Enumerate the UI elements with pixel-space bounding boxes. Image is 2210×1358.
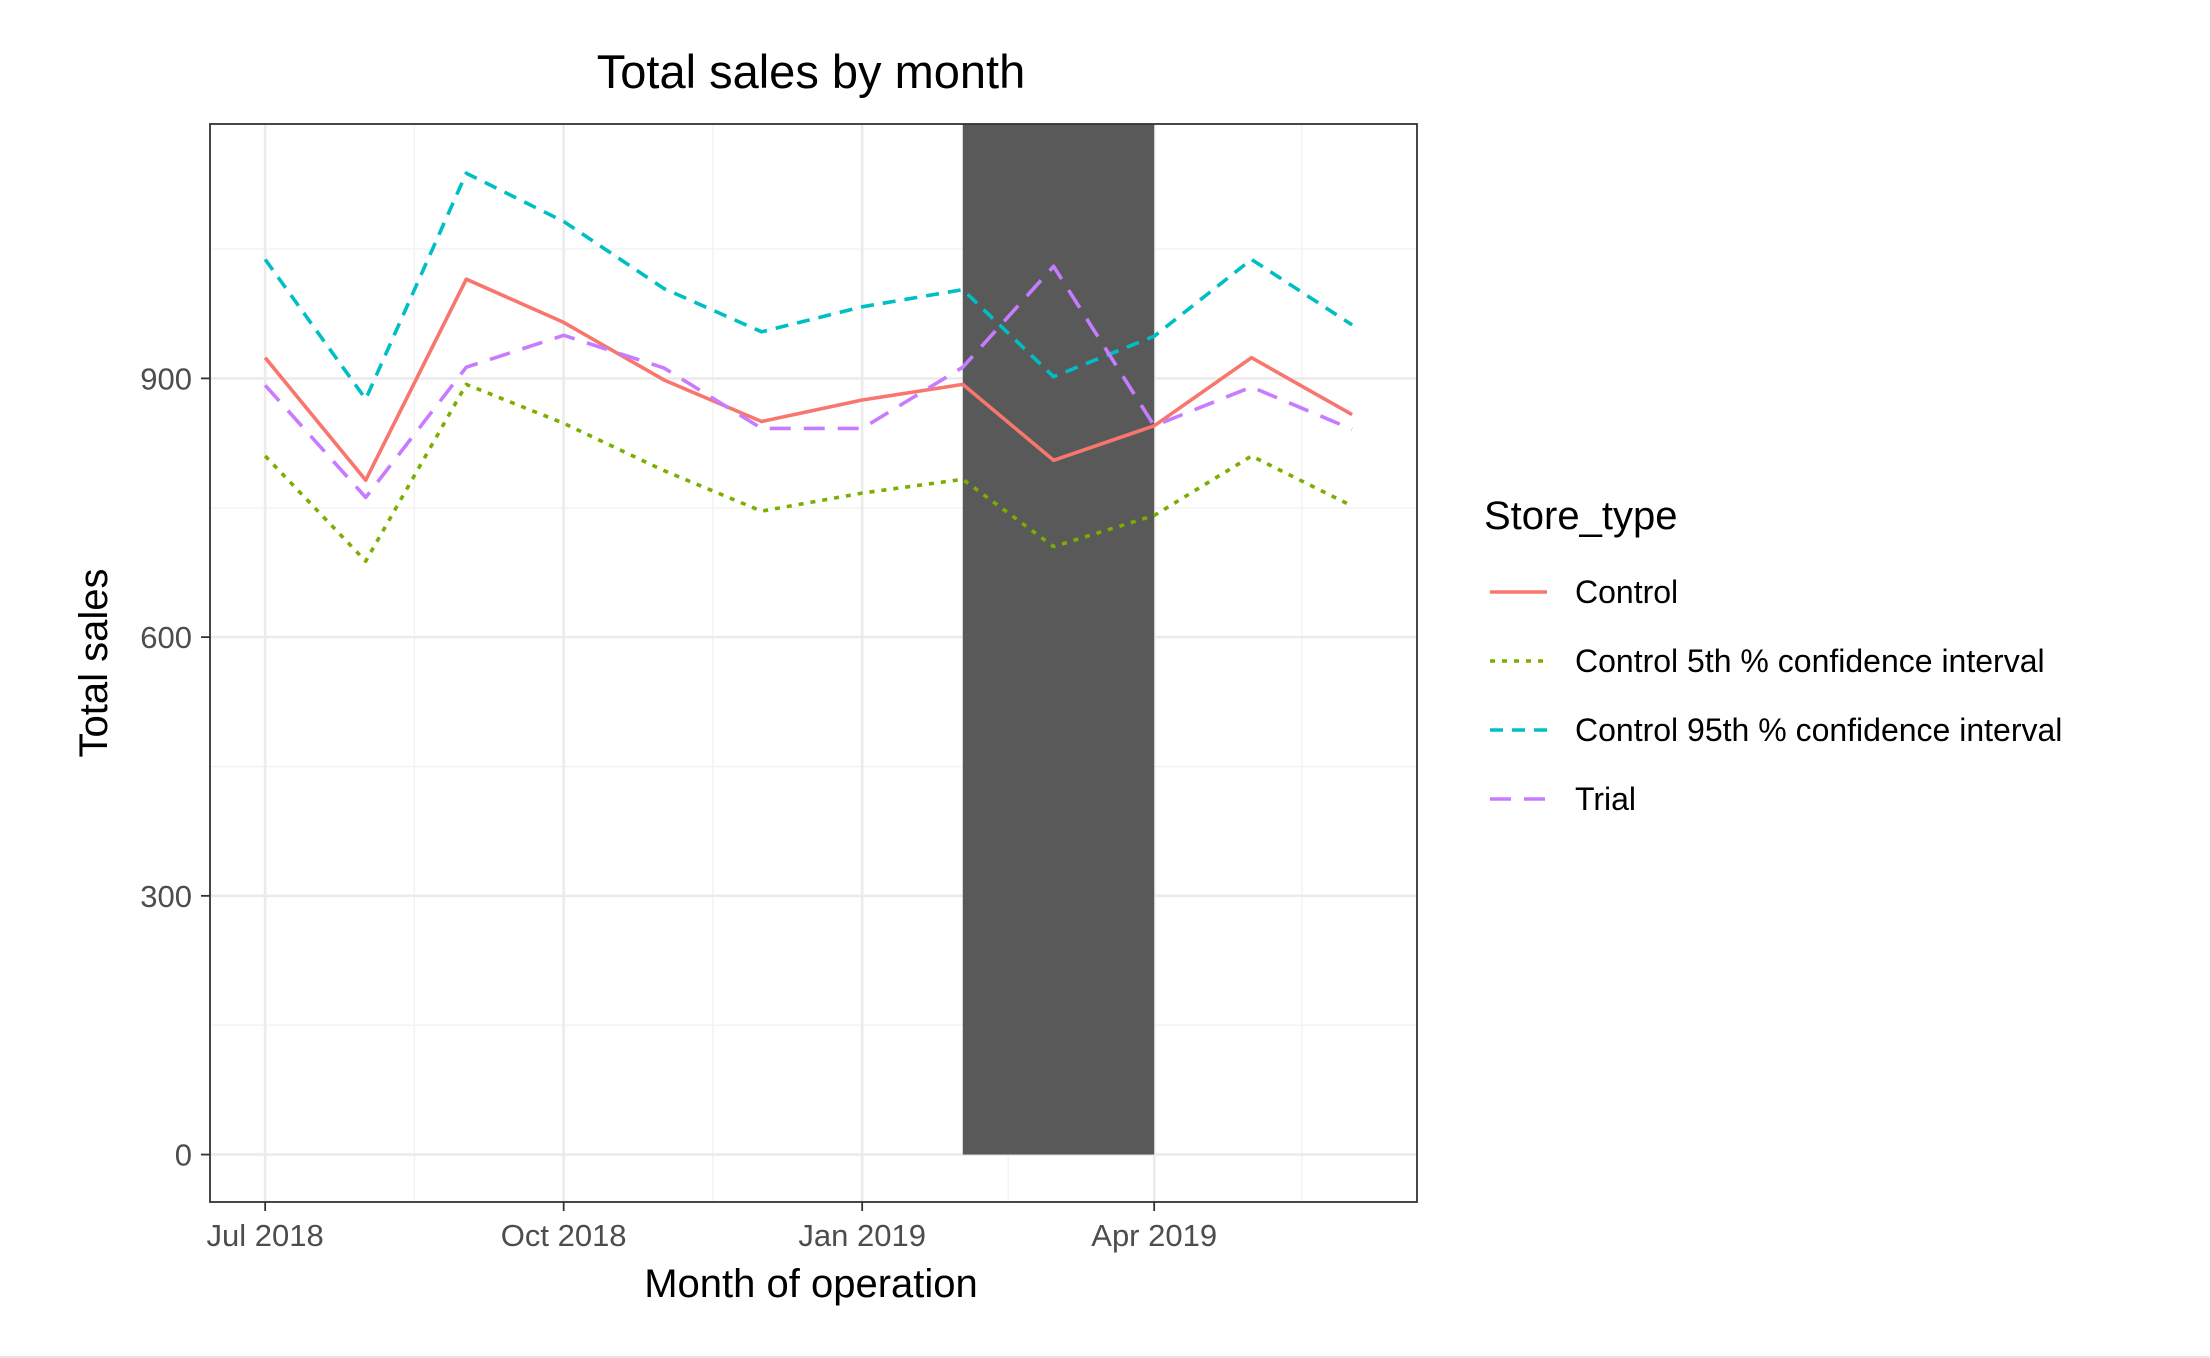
bottom-divider (0, 1356, 2210, 1358)
grid-lines (210, 124, 1417, 1202)
legend-label-0: Control (1575, 574, 1678, 610)
series-line-3 (263, 264, 1353, 500)
legend-label-1: Control 5th % confidence interval (1575, 643, 2045, 679)
y-tick-label: 600 (140, 620, 192, 655)
series-line-0 (263, 277, 1353, 483)
x-tick-label: Apr 2019 (1091, 1218, 1217, 1253)
x-tick-label: Jul 2018 (207, 1218, 324, 1253)
series-lines (263, 171, 1354, 564)
y-axis-title: Total sales (72, 569, 116, 758)
y-tick-label: 300 (140, 879, 192, 914)
legend: Store_type Control Control 5th % confiden… (1484, 494, 2062, 817)
chart-title: Total sales by month (597, 45, 1025, 98)
highlight-band (962, 124, 1155, 1155)
plot-panel-border (209, 123, 1418, 1203)
legend-label-3: Trial (1575, 781, 1636, 817)
series-line-1 (263, 382, 1353, 564)
x-axis-title: Month of operation (644, 1262, 978, 1306)
series-line-2 (263, 171, 1354, 401)
y-tick-label: 0 (175, 1138, 192, 1173)
x-tick-label: Jan 2019 (798, 1218, 926, 1253)
legend-label-2: Control 95th % confidence interval (1575, 712, 2062, 748)
axes: 0 300 600 900 Jul 2018 Oct 2018 Jan 2019 Apr 20… (140, 361, 1217, 1253)
x-tick-label: Oct 2018 (501, 1218, 627, 1253)
y-tick-label: 900 (140, 361, 192, 396)
legend-title: Store_type (1484, 494, 1677, 538)
